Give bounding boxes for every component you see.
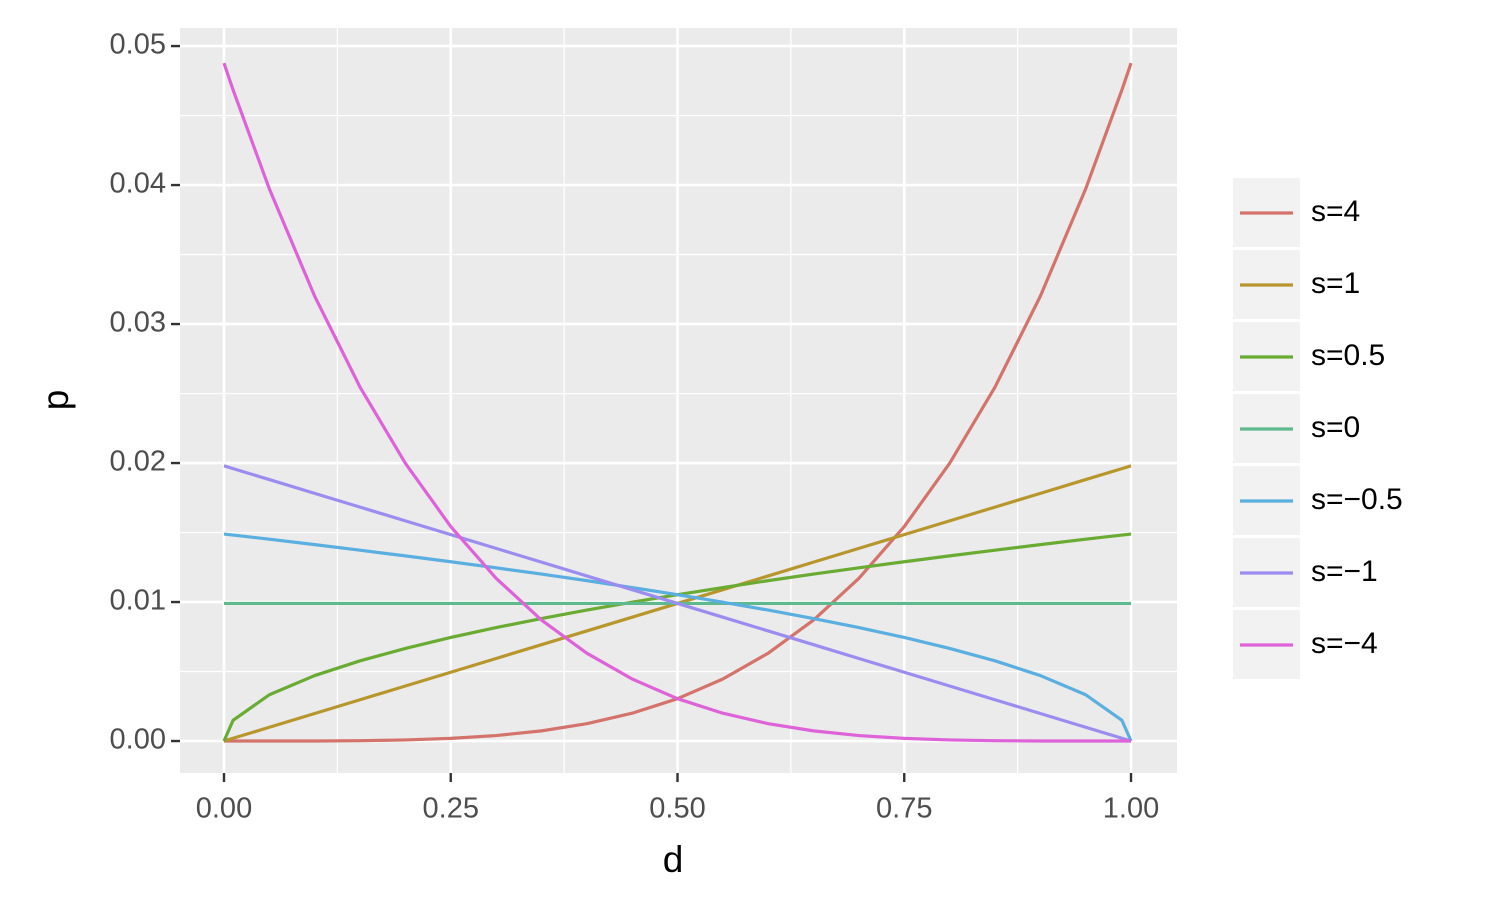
y-tick-label: 0.04 [110,168,166,200]
x-tick-label: 0.25 [423,793,479,825]
x-tick-label: 0.00 [196,793,252,825]
y-tick-label: 0.05 [110,29,166,61]
series-line [223,532,1133,742]
legend-label: s=−4 [1311,627,1378,660]
series-line [222,62,1132,743]
y-tick-label: 0.00 [110,724,166,756]
y-axis-title: p [35,390,76,411]
legend-label: s=−0.5 [1311,483,1403,516]
y-tick-label: 0.03 [110,307,166,339]
x-axis-title: d [663,839,684,880]
legend-label: s=4 [1311,195,1360,228]
legend-label: s=0.5 [1311,339,1385,372]
y-tick-label: 0.02 [110,446,166,478]
x-tick-label: 0.75 [876,793,932,825]
y-tick-label: 0.01 [110,585,166,617]
legend-label: s=−1 [1311,555,1378,588]
x-tick-label: 0.50 [649,793,705,825]
legend-label: s=1 [1311,267,1360,300]
x-tick-label: 1.00 [1103,793,1159,825]
legend-label: s=0 [1311,411,1360,444]
series-line [223,464,1132,743]
